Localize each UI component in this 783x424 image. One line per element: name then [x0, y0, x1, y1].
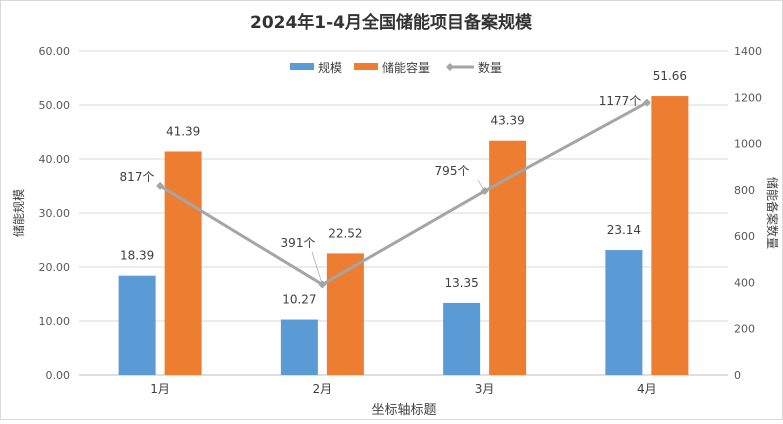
y-tick-label: 40.00: [39, 153, 71, 166]
data-label: 23.14: [607, 223, 641, 237]
y-tick-label: 0.00: [46, 369, 71, 382]
data-label: 22.52: [328, 226, 362, 240]
bar-规模: [280, 319, 318, 375]
data-label: 18.39: [120, 249, 154, 263]
data-label: 13.35: [444, 276, 478, 290]
x-tick-label: 4月: [637, 382, 657, 396]
leader-line: [477, 179, 485, 192]
y-tick-label: 30.00: [39, 207, 71, 220]
bar-规模: [605, 250, 643, 375]
bar-储能容量: [164, 151, 202, 375]
bar-储能容量: [489, 140, 527, 375]
y2-tick-label: 800: [734, 184, 755, 197]
x-tick-label: 1月: [150, 382, 170, 396]
x-axis-title: 坐标轴标题: [371, 403, 436, 418]
y-tick-label: 20.00: [39, 261, 71, 274]
y2-tick-label: 1200: [734, 91, 762, 104]
data-label: 51.66: [653, 69, 687, 83]
line-marker: [156, 181, 165, 190]
data-label: 41.39: [166, 124, 200, 138]
x-tick-label: 3月: [475, 382, 495, 396]
y2-tick-label: 200: [734, 323, 755, 336]
y-axis-title: 储能规模: [11, 189, 26, 237]
bar-规模: [443, 302, 481, 375]
bar-规模: [118, 275, 156, 375]
legend-swatch-储能容量: [354, 63, 378, 70]
y2-tick-label: 1400: [734, 45, 762, 58]
chart-title: 2024年1-4月全国储能项目备案规模: [250, 12, 533, 33]
y2-axis-title: 储能备案数量: [765, 177, 780, 249]
legend-label: 数量: [478, 60, 502, 75]
data-label: 43.39: [490, 114, 524, 128]
x-tick-label: 2月: [313, 382, 333, 396]
bar-储能容量: [326, 253, 364, 375]
bar-储能容量: [651, 96, 689, 375]
legend-swatch-规模: [290, 63, 314, 70]
y2-tick-label: 400: [734, 276, 755, 289]
y-tick-label: 10.00: [39, 315, 71, 328]
line-data-label: 817个: [120, 170, 155, 184]
y2-tick-label: 600: [734, 230, 755, 243]
line-marker: [642, 98, 651, 107]
leader-line: [311, 251, 323, 285]
line-data-label: 795个: [435, 164, 470, 178]
legend-label: 规模: [318, 60, 342, 75]
y2-tick-label: 0: [734, 369, 741, 382]
y-tick-label: 60.00: [39, 45, 71, 58]
legend-marker: [446, 63, 454, 71]
line-data-label: 391个: [281, 236, 316, 250]
line-series-数量: [159, 101, 648, 287]
y-tick-label: 50.00: [39, 99, 71, 112]
data-label: 10.27: [282, 293, 316, 307]
line-data-label: 1177个: [599, 94, 642, 108]
legend-label: 储能容量: [382, 60, 430, 75]
y2-tick-label: 1000: [734, 138, 762, 151]
